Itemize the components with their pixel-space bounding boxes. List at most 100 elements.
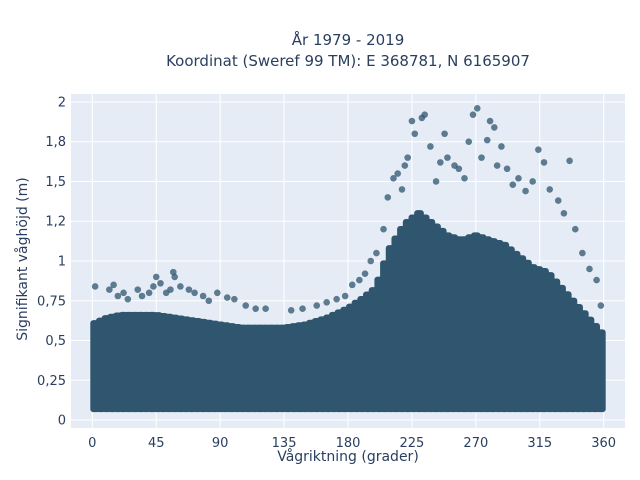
data-point — [177, 283, 184, 290]
data-point — [341, 292, 349, 300]
data-point — [106, 286, 113, 293]
x-tick-label: 45 — [148, 436, 165, 451]
data-point — [571, 225, 579, 233]
data-point — [441, 130, 448, 138]
data-point — [515, 174, 522, 182]
data-point — [323, 299, 330, 306]
x-axis-ticks: 0 45 90 135 180 225 270 315 360 — [88, 436, 616, 451]
data-point — [361, 270, 369, 278]
data-point — [150, 283, 157, 290]
y-tick-label: 0,25 — [37, 374, 66, 389]
data-point — [493, 162, 501, 169]
data-point — [367, 257, 375, 265]
y-tick-label: 1,5 — [45, 175, 66, 190]
data-point — [586, 265, 593, 273]
data-points — [91, 105, 605, 314]
data-point — [478, 154, 485, 161]
data-point — [145, 289, 153, 297]
y-tick-label: 2 — [58, 95, 66, 110]
data-point — [554, 197, 562, 204]
data-point — [486, 117, 494, 125]
data-point — [411, 130, 419, 138]
data-point — [597, 302, 605, 309]
data-point — [469, 111, 477, 118]
dense-column — [596, 329, 606, 413]
data-point — [124, 295, 132, 303]
data-point — [529, 178, 536, 185]
data-point — [252, 305, 259, 313]
data-point — [522, 187, 529, 195]
y-tick-label: 1,8 — [45, 135, 66, 150]
data-point — [356, 276, 363, 284]
data-point — [560, 209, 568, 217]
data-point — [461, 174, 468, 182]
data-point — [157, 279, 164, 287]
x-tick-label: 225 — [400, 436, 425, 451]
data-point — [384, 194, 392, 201]
chart-title-line-2: Koordinat (Sweref 99 TM): E 368781, N 61… — [166, 52, 530, 70]
data-point — [509, 181, 517, 188]
data-point — [593, 276, 600, 284]
y-tick-label: 1 — [58, 255, 66, 270]
x-tick-label: 270 — [463, 436, 488, 451]
x-tick-label: 360 — [591, 436, 616, 451]
data-point — [483, 136, 491, 144]
x-tick-label: 315 — [527, 436, 552, 451]
data-point — [444, 154, 451, 161]
data-point — [455, 165, 463, 173]
x-tick-label: 180 — [336, 436, 361, 451]
x-tick-label: 135 — [272, 436, 297, 451]
data-point — [401, 162, 409, 169]
data-point — [185, 286, 193, 293]
data-point — [91, 283, 99, 290]
x-tick-label: 90 — [212, 436, 229, 451]
data-point — [579, 249, 586, 257]
data-point — [432, 178, 440, 185]
data-point — [223, 294, 231, 301]
data-point — [231, 295, 238, 303]
data-point — [262, 305, 269, 313]
data-point — [380, 225, 387, 233]
data-point — [473, 105, 481, 112]
x-axis-title: Vågriktning (grader) — [277, 448, 419, 465]
y-tick-label: 0,75 — [37, 294, 66, 309]
data-point — [171, 273, 178, 281]
data-point — [299, 305, 306, 313]
y-axis-ticks: 0 0,25 0,5 0,75 1 1,2 1,5 1,8 2 — [37, 95, 66, 428]
data-point — [408, 117, 416, 125]
data-point — [287, 307, 295, 314]
data-point — [167, 286, 174, 293]
data-point — [242, 302, 250, 309]
data-point — [546, 186, 554, 193]
data-point — [120, 289, 127, 297]
data-point — [373, 249, 380, 257]
data-point — [566, 157, 573, 165]
data-point — [191, 289, 198, 297]
data-point — [465, 138, 473, 146]
data-point — [205, 297, 213, 305]
data-point — [540, 159, 548, 166]
data-point — [404, 154, 411, 161]
data-point — [427, 143, 434, 150]
data-point — [110, 281, 117, 289]
data-point — [214, 289, 221, 297]
data-point — [437, 159, 444, 166]
data-point — [313, 302, 321, 309]
data-point — [421, 111, 429, 118]
data-point — [152, 273, 160, 281]
data-point — [333, 295, 340, 303]
y-tick-label: 1,2 — [45, 215, 66, 230]
y-axis-title: Signifikant våghöjd (m) — [14, 177, 31, 340]
data-point — [114, 292, 122, 300]
data-point — [491, 124, 498, 131]
chart-title-line-1: År 1979 - 2019 — [292, 30, 405, 49]
data-point — [138, 292, 146, 300]
data-point — [398, 186, 406, 193]
data-point — [134, 286, 142, 293]
data-point — [535, 146, 542, 153]
data-point — [348, 281, 356, 289]
y-tick-label: 0,5 — [45, 334, 66, 349]
x-tick-label: 0 — [88, 436, 96, 451]
data-point — [199, 292, 207, 300]
